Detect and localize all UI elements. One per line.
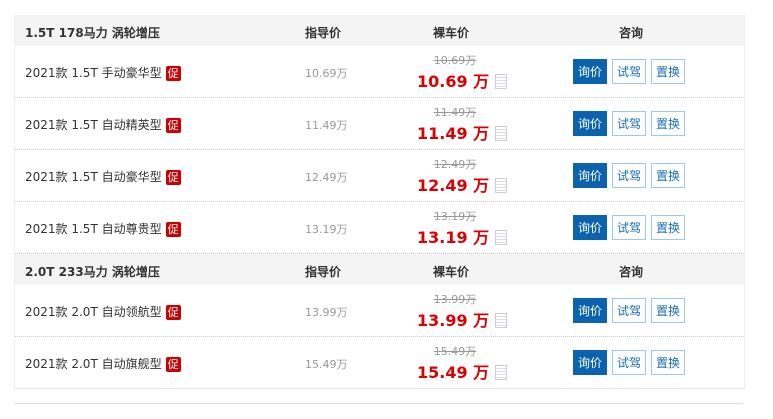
inquire-button[interactable]: 询价 — [573, 111, 608, 136]
nude-price: 10.69 万 — [417, 68, 508, 92]
trade-in-button[interactable]: 置换 — [651, 59, 686, 84]
original-price: 11.49万 — [433, 106, 477, 119]
test-drive-button[interactable]: 试驾 — [612, 350, 647, 375]
price-table: 1.5T 178马力 涡轮增压 指导价 裸车价 咨询 2021款 1.5T 手动… — [14, 15, 745, 389]
promo-badge[interactable]: 促 — [165, 170, 181, 185]
model-name[interactable]: 2021款 2.0T 自动旗舰型促 — [25, 355, 181, 372]
model-name-text[interactable]: 2021款 2.0T 自动领航型 — [25, 305, 162, 319]
model-name[interactable]: 2021款 1.5T 手动豪华型促 — [25, 64, 181, 81]
document-icon[interactable] — [495, 313, 508, 328]
test-drive-button[interactable]: 试驾 — [612, 298, 647, 323]
divider — [14, 403, 743, 404]
nude-price-value: 13.19 万 — [417, 228, 490, 247]
nude-price: 13.99 万 — [417, 307, 508, 331]
test-drive-button[interactable]: 试驾 — [612, 59, 647, 84]
nude-price-value: 11.49 万 — [417, 124, 490, 143]
model-name-text[interactable]: 2021款 2.0T 自动旗舰型 — [25, 357, 162, 371]
model-name-text[interactable]: 2021款 1.5T 自动精英型 — [25, 118, 162, 132]
nude-price: 15.49 万 — [417, 359, 508, 383]
original-price: 15.49万 — [433, 345, 477, 358]
guide-price: 15.49万 — [305, 358, 348, 371]
table-row: 2021款 1.5T 自动豪华型促 12.49万 12.49万 12.49 万 … — [15, 150, 744, 202]
model-name[interactable]: 2021款 1.5T 自动豪华型促 — [25, 168, 181, 185]
consult-buttons: 询价 试驾 置换 — [573, 59, 690, 84]
promo-badge[interactable]: 促 — [165, 357, 181, 372]
promo-badge[interactable]: 促 — [165, 305, 181, 320]
consult-buttons: 询价 试驾 置换 — [573, 215, 690, 240]
model-name[interactable]: 2021款 1.5T 自动精英型促 — [25, 116, 181, 133]
guide-price: 13.19万 — [305, 223, 348, 236]
inquire-button[interactable]: 询价 — [573, 350, 608, 375]
document-icon[interactable] — [495, 74, 508, 89]
group-title: 2.0T 233马力 涡轮增压 — [25, 265, 160, 279]
model-name-text[interactable]: 2021款 1.5T 自动尊贵型 — [25, 222, 162, 236]
nude-price-header: 裸车价 — [433, 26, 470, 40]
promo-badge[interactable]: 促 — [165, 222, 181, 237]
original-price: 13.19万 — [433, 210, 477, 223]
guide-price: 11.49万 — [305, 119, 348, 132]
table-row: 2021款 1.5T 自动精英型促 11.49万 11.49万 11.49 万 … — [15, 98, 744, 150]
original-price: 12.49万 — [433, 158, 477, 171]
trade-in-button[interactable]: 置换 — [651, 215, 686, 240]
guide-price-header: 指导价 — [305, 26, 342, 40]
nude-price: 12.49 万 — [417, 172, 508, 196]
inquire-button[interactable]: 询价 — [573, 298, 608, 323]
inquire-button[interactable]: 询价 — [573, 215, 608, 240]
original-price: 10.69万 — [433, 54, 477, 67]
document-icon[interactable] — [495, 126, 508, 141]
guide-price-header: 指导价 — [305, 265, 342, 279]
promo-badge[interactable]: 促 — [165, 118, 181, 133]
nude-price-value: 10.69 万 — [417, 72, 490, 91]
document-icon[interactable] — [495, 365, 508, 380]
trade-in-button[interactable]: 置换 — [651, 350, 686, 375]
test-drive-button[interactable]: 试驾 — [612, 163, 647, 188]
nude-price: 13.19 万 — [417, 224, 508, 248]
table-row: 2021款 2.0T 自动领航型促 13.99万 13.99万 13.99 万 … — [15, 285, 744, 337]
consult-buttons: 询价 试驾 置换 — [573, 298, 690, 323]
model-name[interactable]: 2021款 2.0T 自动领航型促 — [25, 303, 181, 320]
nude-price-value: 13.99 万 — [417, 311, 490, 330]
model-name[interactable]: 2021款 1.5T 自动尊贵型促 — [25, 220, 181, 237]
original-price: 13.99万 — [433, 293, 477, 306]
nude-price-value: 12.49 万 — [417, 176, 490, 195]
guide-price: 10.69万 — [305, 67, 348, 80]
nude-price: 11.49 万 — [417, 120, 508, 144]
consult-header: 咨询 — [619, 26, 644, 40]
document-icon[interactable] — [495, 230, 508, 245]
consult-buttons: 询价 试驾 置换 — [573, 350, 690, 375]
test-drive-button[interactable]: 试驾 — [612, 111, 647, 136]
guide-price: 13.99万 — [305, 306, 348, 319]
nude-price-value: 15.49 万 — [417, 363, 490, 382]
table-row: 2021款 1.5T 手动豪华型促 10.69万 10.69万 10.69 万 … — [15, 46, 744, 98]
trade-in-button[interactable]: 置换 — [651, 298, 686, 323]
table-row: 2021款 1.5T 自动尊贵型促 13.19万 13.19万 13.19 万 … — [15, 202, 744, 254]
model-name-text[interactable]: 2021款 1.5T 自动豪华型 — [25, 170, 162, 184]
trade-in-button[interactable]: 置换 — [651, 163, 686, 188]
inquire-button[interactable]: 询价 — [573, 59, 608, 84]
group-title: 1.5T 178马力 涡轮增压 — [25, 26, 160, 40]
model-name-text[interactable]: 2021款 1.5T 手动豪华型 — [25, 66, 162, 80]
consult-header: 咨询 — [619, 265, 644, 279]
test-drive-button[interactable]: 试驾 — [612, 215, 647, 240]
document-icon[interactable] — [495, 178, 508, 193]
promo-badge[interactable]: 促 — [165, 66, 181, 81]
consult-buttons: 询价 试驾 置换 — [573, 163, 690, 188]
table-row: 2021款 2.0T 自动旗舰型促 15.49万 15.49万 15.49 万 … — [15, 337, 744, 388]
consult-buttons: 询价 试驾 置换 — [573, 111, 690, 136]
group-header: 2.0T 233马力 涡轮增压 指导价 裸车价 咨询 — [15, 254, 744, 285]
nude-price-header: 裸车价 — [433, 265, 470, 279]
guide-price: 12.49万 — [305, 171, 348, 184]
inquire-button[interactable]: 询价 — [573, 163, 608, 188]
group-header: 1.5T 178马力 涡轮增压 指导价 裸车价 咨询 — [15, 15, 744, 46]
trade-in-button[interactable]: 置换 — [651, 111, 686, 136]
